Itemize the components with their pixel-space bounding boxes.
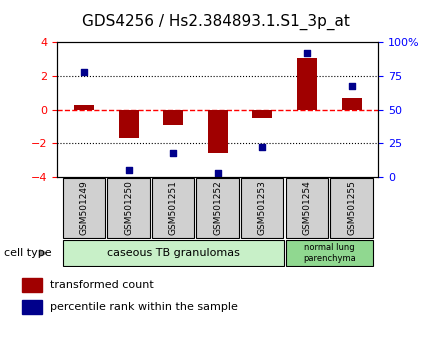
- Point: [170, 150, 177, 156]
- Text: GSM501249: GSM501249: [80, 181, 88, 235]
- Bar: [297, 58, 317, 110]
- Text: normal lung
parenchyma: normal lung parenchyma: [303, 244, 356, 263]
- Text: GSM501251: GSM501251: [169, 181, 178, 235]
- Point: [125, 167, 132, 173]
- Text: GSM501255: GSM501255: [347, 181, 356, 235]
- Bar: [341, 98, 362, 110]
- Bar: [22, 278, 42, 292]
- FancyBboxPatch shape: [62, 240, 284, 266]
- FancyBboxPatch shape: [241, 178, 283, 238]
- Bar: [208, 110, 228, 154]
- FancyBboxPatch shape: [286, 178, 328, 238]
- Bar: [22, 300, 42, 314]
- Text: GSM501250: GSM501250: [124, 181, 133, 235]
- Bar: [253, 110, 272, 118]
- Bar: [163, 110, 183, 125]
- Bar: [118, 110, 139, 138]
- Point: [304, 50, 311, 56]
- Text: GDS4256 / Hs2.384893.1.S1_3p_at: GDS4256 / Hs2.384893.1.S1_3p_at: [82, 14, 349, 30]
- Bar: [74, 105, 94, 110]
- Text: caseous TB granulomas: caseous TB granulomas: [107, 248, 240, 258]
- FancyBboxPatch shape: [330, 178, 373, 238]
- Text: GSM501253: GSM501253: [258, 181, 267, 235]
- Text: cell type: cell type: [4, 248, 52, 258]
- Point: [348, 83, 355, 88]
- FancyBboxPatch shape: [196, 178, 239, 238]
- FancyBboxPatch shape: [286, 240, 373, 266]
- Point: [259, 144, 266, 150]
- Text: transformed count: transformed count: [50, 280, 154, 290]
- FancyBboxPatch shape: [107, 178, 150, 238]
- Point: [81, 69, 88, 75]
- FancyBboxPatch shape: [152, 178, 194, 238]
- Text: GSM501252: GSM501252: [213, 181, 222, 235]
- Point: [214, 170, 221, 176]
- Text: percentile rank within the sample: percentile rank within the sample: [50, 302, 238, 312]
- Text: GSM501254: GSM501254: [303, 181, 312, 235]
- FancyBboxPatch shape: [62, 178, 105, 238]
